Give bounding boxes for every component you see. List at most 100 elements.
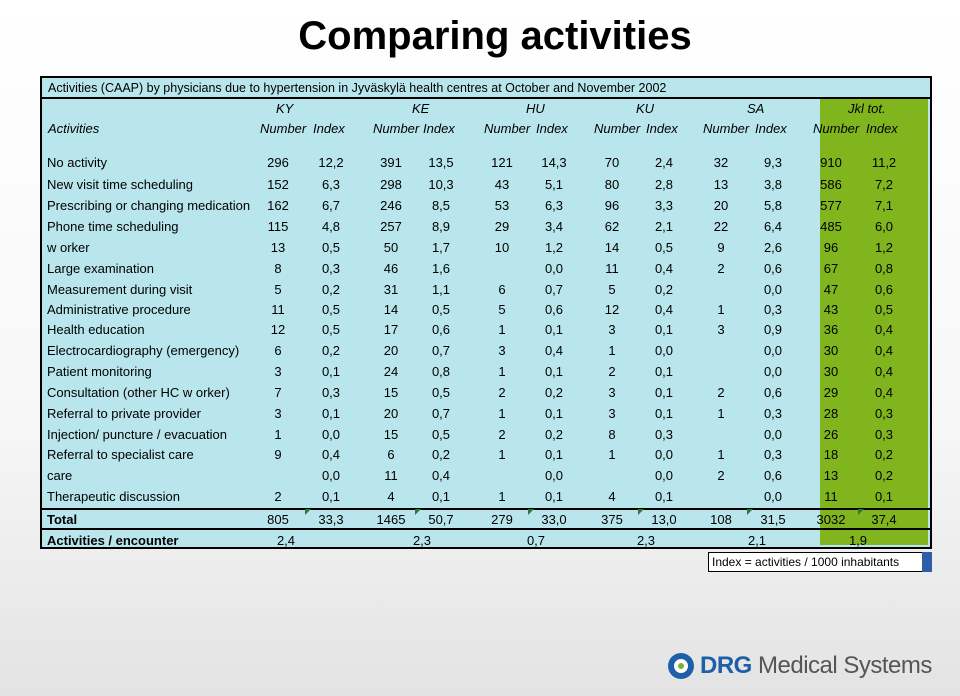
table-cell: 3 [608, 406, 616, 421]
table-cell: 0,3 [763, 302, 783, 317]
cell-comment-marker [305, 509, 311, 515]
table-cell: 0,4 [544, 343, 564, 358]
row-label: New visit time scheduling [47, 177, 193, 192]
table-cell: 0,4 [874, 322, 894, 337]
table-cell: 3 [498, 343, 506, 358]
total-cell: 50,7 [428, 512, 454, 527]
group-header-2: HU [526, 101, 545, 116]
total-cell: 31,5 [760, 512, 786, 527]
sub-header-10: Number [813, 121, 860, 136]
row-label: Administrative procedure [47, 302, 191, 317]
table-cell: 0,6 [763, 468, 783, 483]
logo-text: DRG Medical Systems [700, 652, 932, 680]
row-label: Health education [47, 322, 145, 337]
table-cell: 162 [267, 198, 289, 213]
table-cell: 5,8 [763, 198, 783, 213]
row-label: Phone time scheduling [47, 219, 179, 234]
cell-comment-marker [415, 509, 421, 515]
table-cell: 9,3 [763, 155, 783, 170]
table-cell: 0,4 [654, 261, 674, 276]
table-cell: 1,1 [431, 282, 451, 297]
table-cell: 0,1 [321, 364, 341, 379]
table-cell: 910 [820, 155, 842, 170]
table-cell: 0,5 [874, 302, 894, 317]
table-cell: 0,3 [874, 406, 894, 421]
table-cell: 296 [267, 155, 289, 170]
sub-header-11: Index [866, 121, 898, 136]
table-cell: 0,2 [321, 343, 341, 358]
logo-rest: Medical Systems [751, 652, 932, 679]
logo-brand: DRG [700, 652, 752, 679]
table-cell: 0,1 [654, 385, 674, 400]
row-label: Therapeutic discussion [47, 489, 180, 504]
table-cell: 0,6 [431, 322, 451, 337]
table-cell: 0,1 [321, 489, 341, 504]
total-cell: 3032 [816, 512, 846, 527]
cell-comment-marker [528, 509, 534, 515]
table-cell: 3,8 [763, 177, 783, 192]
table-cell: 0,4 [431, 468, 451, 483]
table-cell: 391 [380, 155, 402, 170]
table-cell: 0,7 [431, 343, 451, 358]
table-cell: 0,1 [544, 447, 564, 462]
table-cell: 26 [823, 427, 839, 442]
table-cell: 0,2 [544, 385, 564, 400]
sub-header-4: Number [484, 121, 531, 136]
sub-header-7: Index [646, 121, 678, 136]
table-cell: 70 [604, 155, 620, 170]
table-cell: 0,0 [763, 427, 783, 442]
table-cell: 12,2 [318, 155, 344, 170]
table-cell: 0,2 [874, 468, 894, 483]
table-cell: 22 [713, 219, 729, 234]
table-cell: 3 [608, 385, 616, 400]
table-cell: 0,3 [321, 385, 341, 400]
table-cell: 18 [823, 447, 839, 462]
table-cell: 0,5 [321, 302, 341, 317]
table-cell: 0,0 [544, 261, 564, 276]
table-cell: 1 [717, 302, 725, 317]
row-label: Measurement during visit [47, 282, 193, 297]
table-cell: 0,2 [874, 447, 894, 462]
table-cell: 7 [274, 385, 282, 400]
table-cell: 9 [274, 447, 282, 462]
table-cell: 0,2 [654, 282, 674, 297]
table-cell: 0,4 [874, 364, 894, 379]
table-cell: 14 [383, 302, 399, 317]
table-cell: 0,1 [654, 406, 674, 421]
table-cell: 2,1 [654, 219, 674, 234]
table-cell: 2,6 [763, 240, 783, 255]
table-cell: 6,3 [321, 177, 341, 192]
table-cell: 0,6 [874, 282, 894, 297]
sub-header-9: Index [755, 121, 787, 136]
table-cell: 8,5 [431, 198, 451, 213]
table-cell: 298 [380, 177, 402, 192]
table-cell: 1 [498, 447, 506, 462]
table-cell: 0,5 [431, 302, 451, 317]
table-cell: 1 [717, 447, 725, 462]
caption-divider [40, 97, 932, 99]
table-cell: 6,0 [874, 219, 894, 234]
row-header-label: Activities [48, 121, 100, 136]
table-cell: 0,0 [544, 468, 564, 483]
drg-logo: DRG Medical Systems [668, 648, 932, 684]
table-cell: 5 [498, 302, 506, 317]
table-cell: 0,1 [544, 489, 564, 504]
table-cell: 5 [608, 282, 616, 297]
table-cell: 152 [267, 177, 289, 192]
table-cell: 12 [270, 322, 286, 337]
table-cell: 29 [494, 219, 510, 234]
table-cell: 0,1 [544, 406, 564, 421]
cell-comment-marker [638, 509, 644, 515]
table-cell: 3 [608, 322, 616, 337]
group-header-0: KY [276, 101, 294, 116]
row-label: No activity [47, 155, 107, 170]
total-cell: 33,3 [318, 512, 344, 527]
table-cell: 13 [713, 177, 729, 192]
row-label: Referral to private provider [47, 406, 201, 421]
table-cell: 1 [608, 447, 616, 462]
table-cell: 0,3 [321, 261, 341, 276]
total-cell: 375 [601, 512, 623, 527]
table-cell: 7,1 [874, 198, 894, 213]
table-cell: 121 [491, 155, 513, 170]
table-cell: 0,0 [321, 427, 341, 442]
